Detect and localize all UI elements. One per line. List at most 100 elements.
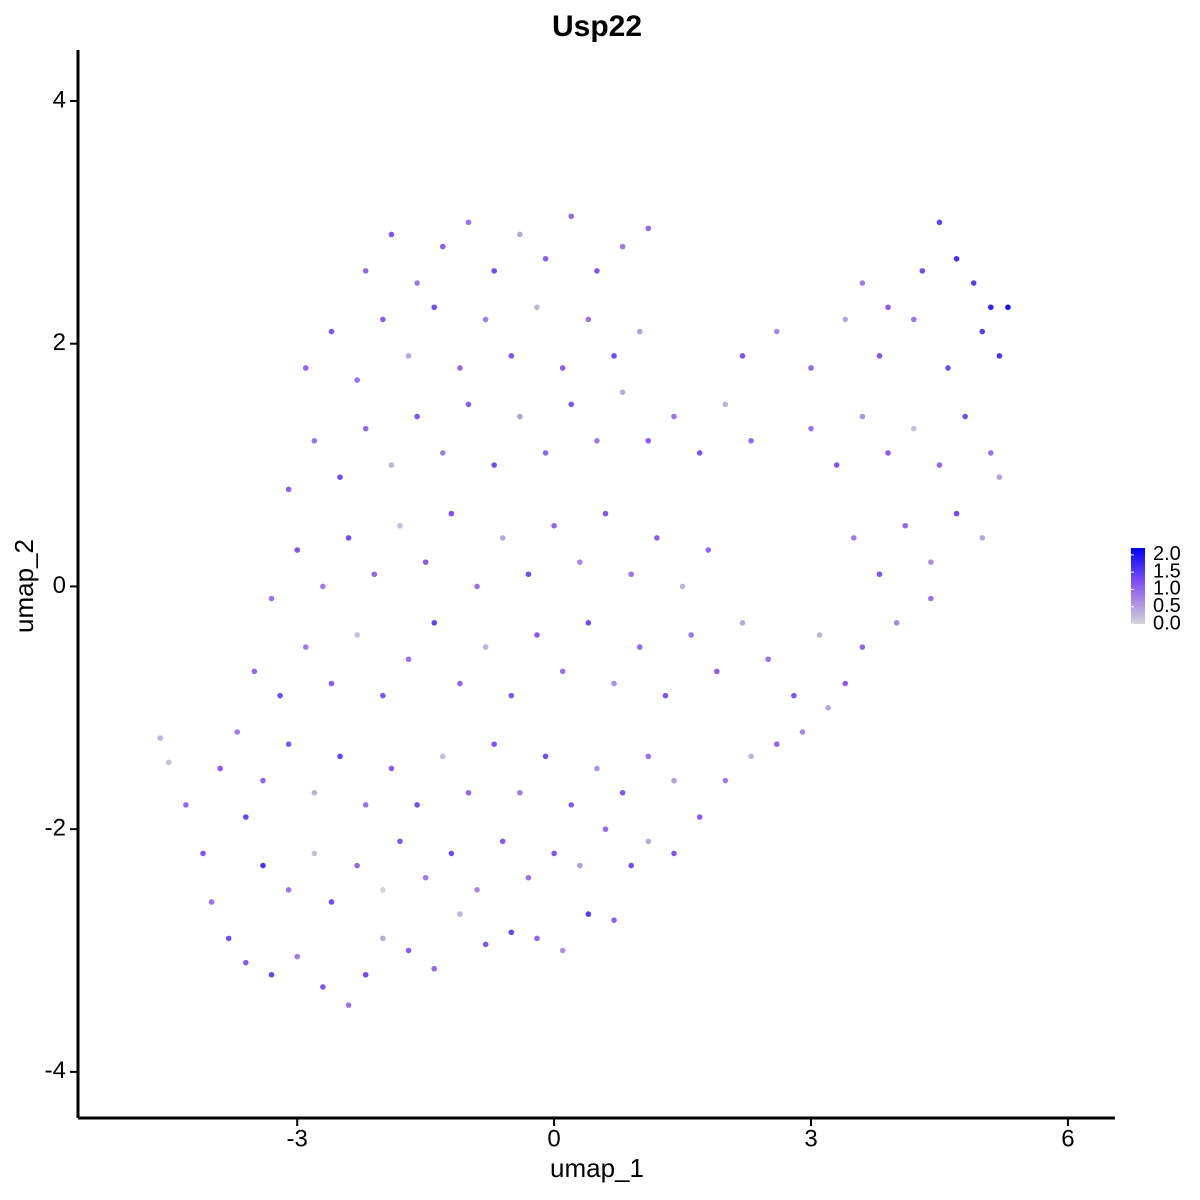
point — [739, 620, 746, 626]
point — [294, 953, 301, 960]
point — [654, 535, 660, 541]
point — [320, 583, 326, 590]
point — [380, 935, 386, 942]
point — [225, 935, 232, 942]
point — [936, 219, 943, 226]
point — [765, 656, 771, 663]
point — [551, 850, 557, 857]
point — [380, 887, 386, 893]
point — [910, 425, 917, 432]
point — [988, 450, 994, 456]
point — [414, 413, 420, 420]
point — [594, 765, 600, 772]
point — [354, 632, 360, 638]
y-tick-label: 0 — [53, 572, 66, 599]
y-axis-label: umap_2 — [9, 539, 39, 633]
point — [457, 680, 463, 687]
point — [628, 571, 634, 578]
point — [808, 425, 814, 432]
point — [996, 474, 1003, 481]
point — [577, 862, 583, 869]
point — [791, 692, 797, 699]
point — [585, 620, 592, 626]
point — [645, 437, 652, 444]
point — [551, 522, 557, 529]
point — [260, 862, 266, 869]
point — [362, 425, 369, 432]
point — [388, 765, 395, 772]
point — [405, 656, 412, 663]
point — [517, 413, 523, 420]
point — [251, 668, 258, 675]
point — [859, 280, 866, 286]
point — [499, 838, 506, 845]
colorbar-tick-label: 1.5 — [1153, 560, 1181, 582]
point — [705, 547, 712, 553]
point — [465, 401, 472, 408]
point — [320, 984, 326, 990]
point — [243, 814, 249, 820]
chart-title: Usp22 — [552, 10, 642, 43]
point — [619, 789, 626, 796]
point — [388, 231, 395, 238]
x-tick-label: 3 — [804, 1125, 817, 1152]
point — [577, 559, 583, 565]
point — [628, 862, 634, 869]
point — [919, 268, 926, 274]
point — [928, 595, 934, 602]
point — [457, 365, 463, 371]
point — [611, 917, 617, 923]
point — [885, 450, 891, 456]
point — [525, 874, 532, 881]
point — [534, 304, 540, 311]
point — [439, 753, 446, 760]
point — [602, 826, 609, 832]
point — [217, 765, 223, 772]
point — [234, 729, 241, 735]
point — [979, 328, 986, 335]
colorbar-tick-label: 0.5 — [1153, 595, 1181, 617]
point — [508, 353, 515, 359]
point — [208, 899, 215, 905]
point — [311, 437, 318, 444]
point — [439, 450, 446, 456]
point — [388, 462, 395, 468]
point — [645, 838, 652, 845]
point — [833, 462, 840, 468]
point — [585, 911, 592, 917]
point — [183, 802, 189, 808]
point — [311, 850, 318, 857]
point — [953, 255, 960, 262]
point — [936, 462, 943, 468]
point — [337, 753, 343, 760]
point — [696, 814, 703, 820]
point — [362, 268, 369, 274]
point — [414, 802, 420, 808]
point — [842, 316, 849, 323]
point — [799, 729, 806, 735]
point — [1005, 304, 1011, 311]
point — [979, 535, 986, 541]
point — [474, 583, 480, 590]
x-tick-label: 6 — [1061, 1125, 1074, 1152]
point — [439, 243, 446, 250]
point — [371, 571, 378, 578]
colorbar-tick-label: 2.0 — [1153, 543, 1181, 565]
point — [542, 753, 549, 760]
point — [302, 644, 309, 650]
point — [345, 1002, 352, 1008]
point — [260, 777, 266, 784]
point — [457, 911, 463, 917]
point — [405, 947, 412, 954]
point — [328, 899, 335, 905]
x-axis-label: umap_1 — [550, 1153, 644, 1183]
point — [645, 225, 652, 232]
point — [671, 850, 677, 857]
point — [448, 850, 455, 857]
point — [568, 802, 575, 808]
point — [825, 704, 831, 711]
point — [302, 365, 309, 371]
point — [970, 280, 977, 286]
colorbar — [1131, 548, 1145, 624]
